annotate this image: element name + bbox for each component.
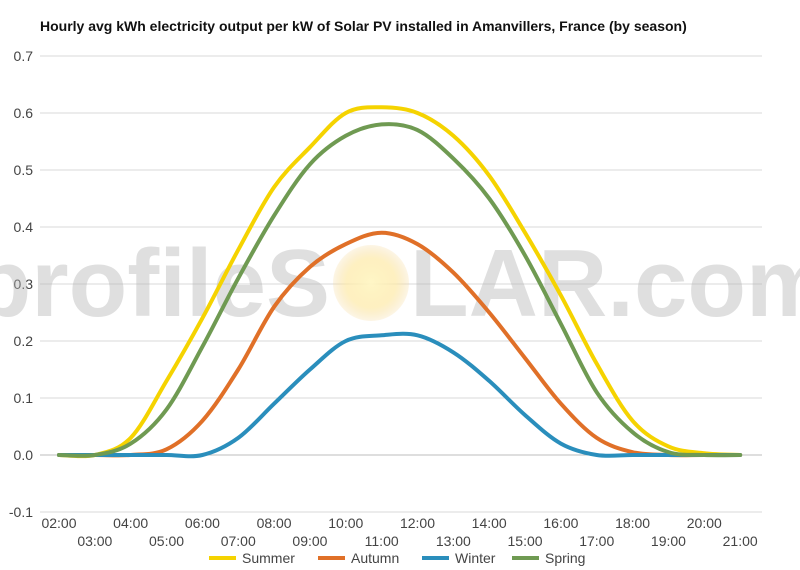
x-tick-label: 11:00 bbox=[365, 533, 399, 549]
x-tick-label: 16:00 bbox=[543, 515, 578, 531]
x-tick-label: 21:00 bbox=[723, 533, 758, 549]
watermark-text-left: profileS bbox=[0, 230, 330, 337]
legend-label-autumn[interactable]: Autumn bbox=[351, 550, 399, 566]
y-tick-label: 0.1 bbox=[14, 390, 34, 406]
y-tick-label: 0.3 bbox=[14, 276, 34, 292]
x-tick-label: 09:00 bbox=[292, 533, 327, 549]
series-line-winter bbox=[57, 331, 743, 459]
watermark: profileS LAR.com bbox=[0, 230, 800, 337]
y-tick-label: 0.6 bbox=[14, 105, 34, 121]
y-tick-label: 0.2 bbox=[14, 333, 34, 349]
y-tick-label: 0.5 bbox=[14, 162, 34, 178]
x-tick-label: 07:00 bbox=[221, 533, 256, 549]
x-tick-label: 19:00 bbox=[651, 533, 686, 549]
watermark-text-right: LAR.com bbox=[410, 230, 800, 337]
y-tick-label: 0.0 bbox=[14, 447, 34, 463]
legend-label-summer[interactable]: Summer bbox=[242, 550, 295, 566]
x-tick-label: 20:00 bbox=[687, 515, 722, 531]
y-tick-label: 0.7 bbox=[14, 48, 34, 64]
series-line-spring bbox=[57, 122, 743, 458]
x-tick-label: 08:00 bbox=[257, 515, 292, 531]
y-tick-label: 0.4 bbox=[14, 219, 34, 235]
legend-label-spring[interactable]: Spring bbox=[545, 550, 585, 566]
x-tick-label: 04:00 bbox=[113, 515, 148, 531]
chart-title: Hourly avg kWh electricity output per kW… bbox=[40, 18, 687, 34]
watermark-sun-icon bbox=[333, 245, 409, 321]
x-tick-label: 13:00 bbox=[436, 533, 471, 549]
x-tick-label: 17:00 bbox=[579, 533, 614, 549]
y-tick-label: -0.1 bbox=[9, 504, 33, 520]
x-tick-label: 12:00 bbox=[400, 515, 435, 531]
series-line-autumn bbox=[57, 230, 743, 458]
x-tick-label: 10:00 bbox=[328, 515, 363, 531]
x-tick-label: 03:00 bbox=[77, 533, 112, 549]
legend-label-winter[interactable]: Winter bbox=[455, 550, 496, 566]
series-line-summer bbox=[57, 105, 743, 459]
x-tick-label: 05:00 bbox=[149, 533, 184, 549]
x-tick-label: 02:00 bbox=[41, 515, 76, 531]
x-tick-label: 18:00 bbox=[615, 515, 650, 531]
x-tick-label: 06:00 bbox=[185, 515, 220, 531]
x-tick-label: 15:00 bbox=[508, 533, 543, 549]
x-tick-label: 14:00 bbox=[472, 515, 507, 531]
